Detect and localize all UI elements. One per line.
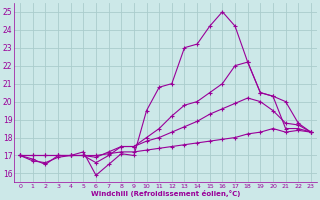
X-axis label: Windchill (Refroidissement éolien,°C): Windchill (Refroidissement éolien,°C) [91, 190, 240, 197]
